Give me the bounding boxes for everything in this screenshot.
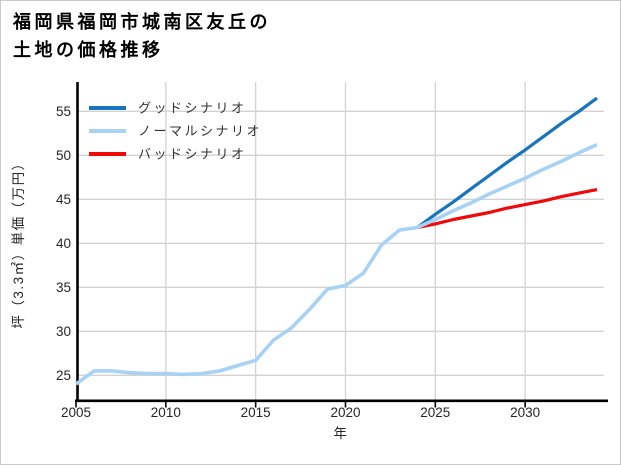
chart-title-line1: 福岡県福岡市城南区友丘の	[12, 11, 271, 32]
legend-label-good-scenario: グッドシナリオ	[138, 101, 247, 116]
series-line-bad-scenario	[416, 188, 598, 230]
y-tick-label: 35	[56, 280, 71, 295]
y-tick-label: 40	[56, 236, 71, 251]
legend-item-normal-scenario: ノーマルシナリオ	[89, 124, 262, 139]
y-tick-label: 50	[56, 148, 71, 163]
y-axis-title: 坪（3.3㎡）単価（万円）	[11, 155, 26, 328]
chart-title-line2: 土地の価格推移	[13, 39, 164, 60]
legend: グッドシナリオ ノーマルシナリオ バッドシナリオ	[89, 101, 262, 162]
x-tick-labels: 2005 2010 2015 2020 2025 2030	[61, 405, 540, 420]
x-tick-label: 2020	[330, 405, 360, 420]
legend-item-good-scenario: グッドシナリオ	[89, 101, 247, 116]
y-tick-label: 30	[56, 324, 71, 339]
x-tick-label: 2030	[510, 405, 540, 420]
x-axis-title: 年	[334, 426, 349, 441]
legend-item-bad-scenario: バッドシナリオ	[89, 147, 247, 162]
x-tick-label: 2015	[241, 405, 271, 420]
axes	[75, 82, 608, 403]
x-tick-label: 2025	[420, 405, 450, 420]
y-tick-label: 25	[56, 368, 71, 383]
gridlines	[76, 82, 604, 401]
series-lines	[74, 96, 598, 386]
x-tick-marks	[75, 402, 526, 408]
x-tick-label: 2005	[61, 405, 91, 420]
y-tick-labels: 25 30 35 40 45 50 55	[56, 104, 71, 383]
x-tick-label: 2010	[151, 405, 181, 420]
y-tick-label: 45	[56, 192, 71, 207]
series-line-good-scenario	[416, 96, 598, 229]
legend-label-bad-scenario: バッドシナリオ	[138, 147, 247, 162]
y-tick-label: 55	[56, 104, 71, 119]
legend-label-normal-scenario: ノーマルシナリオ	[138, 124, 262, 139]
series-line-normal-scenario	[74, 143, 598, 386]
